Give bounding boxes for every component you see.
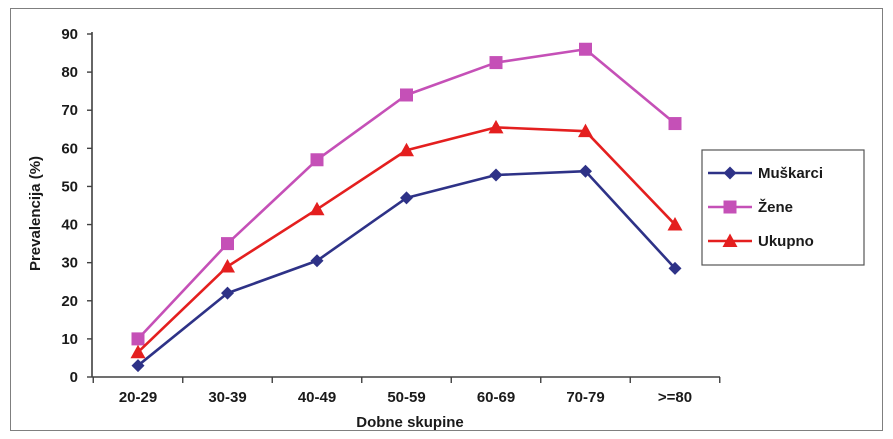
series-layer bbox=[130, 42, 683, 373]
y-tick-label: 70 bbox=[61, 102, 78, 119]
data-point bbox=[131, 332, 145, 346]
data-point bbox=[579, 164, 592, 178]
data-point bbox=[131, 359, 145, 373]
legend-label: Muškarci bbox=[758, 165, 823, 182]
data-point bbox=[399, 142, 414, 157]
y-tick-label: 50 bbox=[61, 178, 78, 195]
series-0 bbox=[131, 164, 682, 373]
y-axis-label: Prevalencija (%) bbox=[27, 156, 44, 271]
data-point bbox=[220, 258, 235, 273]
x-tick-label: 30-39 bbox=[208, 389, 246, 406]
series-2 bbox=[130, 119, 683, 359]
legend: Muškarci Žene Ukupno bbox=[701, 149, 865, 266]
data-point bbox=[310, 153, 324, 167]
data-point bbox=[400, 88, 413, 102]
y-tick-label: 30 bbox=[61, 255, 78, 272]
y-tick-label: 80 bbox=[61, 64, 78, 81]
x-tick-label: 70-79 bbox=[566, 389, 604, 406]
data-point bbox=[668, 117, 682, 131]
data-point bbox=[400, 191, 413, 205]
axes: 0 10 20 30 40 50 60 70 80 90 20-29 30-39 40-49 50-59 6… bbox=[61, 26, 721, 406]
data-point bbox=[667, 217, 683, 231]
legend-label: Žene bbox=[758, 198, 793, 216]
data-point bbox=[221, 237, 234, 251]
data-point bbox=[488, 119, 504, 134]
y-tick-label: 60 bbox=[61, 140, 78, 157]
x-tick-label: 20-29 bbox=[119, 389, 157, 406]
legend-marker bbox=[723, 166, 737, 180]
series-1 bbox=[131, 42, 682, 346]
x-tick-label: 50-59 bbox=[387, 389, 425, 406]
legend-label: Ukupno bbox=[758, 233, 814, 250]
data-point bbox=[668, 261, 682, 275]
legend-marker bbox=[723, 200, 737, 214]
data-point bbox=[130, 344, 146, 359]
y-tick-label: 40 bbox=[61, 217, 78, 234]
y-tick-label: 20 bbox=[61, 293, 78, 310]
series-line bbox=[137, 126, 676, 354]
x-tick-label: 60-69 bbox=[477, 389, 515, 406]
data-point bbox=[579, 42, 592, 56]
legend-marker bbox=[722, 233, 738, 247]
data-point bbox=[578, 123, 593, 138]
x-axis-label: Dobne skupine bbox=[356, 414, 464, 431]
data-point bbox=[221, 286, 234, 300]
data-point bbox=[489, 168, 503, 182]
y-tick-label: 10 bbox=[61, 331, 78, 348]
x-tick-label: 40-49 bbox=[298, 389, 336, 406]
x-tick-label: >=80 bbox=[658, 389, 692, 406]
data-point bbox=[489, 56, 503, 70]
y-tick-label: 90 bbox=[61, 26, 78, 43]
data-point bbox=[310, 254, 324, 268]
data-point bbox=[309, 201, 325, 216]
y-tick-label: 0 bbox=[70, 369, 78, 386]
